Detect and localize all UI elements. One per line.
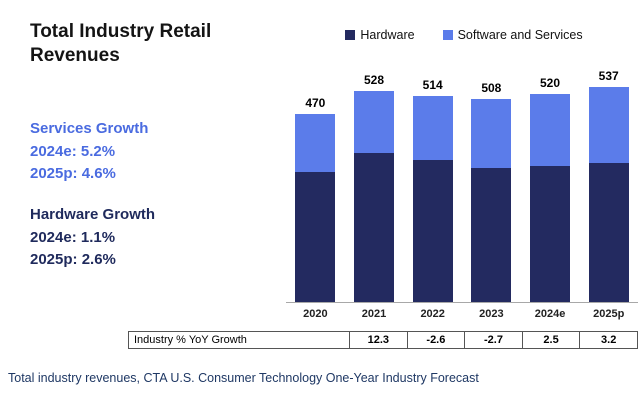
bar-group: 528	[345, 73, 404, 302]
growth-table-cell: -2.7	[465, 332, 523, 348]
x-axis-label: 2023	[479, 308, 504, 320]
hardware-growth-2024: 2024e: 1.1%	[30, 228, 116, 246]
bar-group: 520	[521, 76, 580, 302]
services-growth-block: Services Growth 2024e: 5.2% 2025p: 4.6%	[30, 118, 148, 186]
legend-swatch-icon	[442, 30, 453, 40]
bar-group: 537	[579, 69, 638, 302]
stacked-bar	[412, 96, 453, 302]
bar-total-label: 508	[481, 80, 502, 95]
hardware-segment	[471, 168, 512, 302]
services-growth-2025: 2025p: 4.6%	[30, 165, 116, 182]
growth-table: Industry % YoY Growth 12.3 -2.6 -2.7 2.5 3.2	[128, 331, 638, 349]
software-segment	[295, 114, 336, 172]
x-labels: 2020 2021 2022 2023 2024e 2025p	[286, 302, 638, 320]
growth-table-cell: -2.6	[408, 332, 466, 348]
bar-total-label: 514	[422, 78, 443, 93]
stacked-bar	[530, 94, 571, 302]
bar-total-label: 537	[598, 69, 619, 84]
source-caption: Total industry revenues, CTA U.S. Consum…	[8, 371, 479, 385]
hardware-segment	[530, 166, 571, 302]
services-growth-2024: 2024e: 5.2%	[30, 142, 116, 160]
software-segment	[588, 87, 629, 163]
bar-group: 514	[403, 78, 462, 302]
legend-swatch-icon	[345, 30, 356, 40]
growth-table-label: Industry % YoY Growth	[129, 332, 350, 348]
bar-total-label: 528	[363, 72, 385, 87]
x-axis-label: 2022	[420, 308, 445, 320]
stacked-bar-chart: 470 528 514 508 520 537 2020 2021 2022 2023 2024e…	[286, 62, 638, 320]
x-axis-label: 2021	[361, 308, 387, 320]
bar-total-label: 520	[540, 76, 561, 90]
hardware-segment	[412, 160, 453, 302]
legend-item: Hardware	[345, 28, 415, 42]
x-axis-label: 2025p	[593, 308, 625, 320]
bar-group: 508	[462, 81, 521, 302]
software-segment	[471, 98, 512, 168]
stacked-bar	[471, 98, 512, 302]
growth-table-cell: 12.3	[350, 332, 408, 348]
stacked-bar	[295, 114, 336, 302]
growth-table-cell: 3.2	[601, 334, 617, 346]
legend-item: Software and Services	[442, 28, 583, 42]
hardware-growth-block: Hardware Growth 2024e: 1.1% 2025p: 2.6%	[30, 204, 155, 272]
hardware-segment	[588, 162, 629, 302]
stacked-bar	[354, 90, 394, 302]
hardware-segment	[354, 153, 394, 302]
growth-table-cell: 2.5	[523, 332, 581, 348]
bar-group: 470	[286, 96, 345, 302]
chart-title: Total Industry Retail Revenues	[30, 21, 212, 66]
software-segment	[412, 96, 453, 160]
legend-label: Hardware	[360, 28, 415, 42]
legend: Hardware Software and Services	[290, 28, 638, 42]
hardware-growth-2025: 2025p: 2.6%	[30, 251, 116, 268]
x-axis-label: 2020	[303, 308, 328, 320]
x-axis-label: 2024e	[534, 308, 566, 320]
hardware-segment	[295, 172, 336, 302]
software-segment	[354, 90, 394, 154]
legend-label: Software and Services	[457, 28, 583, 42]
services-growth-heading: Services Growth	[30, 120, 149, 137]
bar-total-label: 470	[305, 96, 326, 110]
bars-row: 470 528 514 508 520 537	[286, 62, 638, 302]
stacked-bar	[588, 87, 629, 302]
software-segment	[530, 94, 571, 166]
hardware-growth-heading: Hardware Growth	[30, 206, 156, 223]
